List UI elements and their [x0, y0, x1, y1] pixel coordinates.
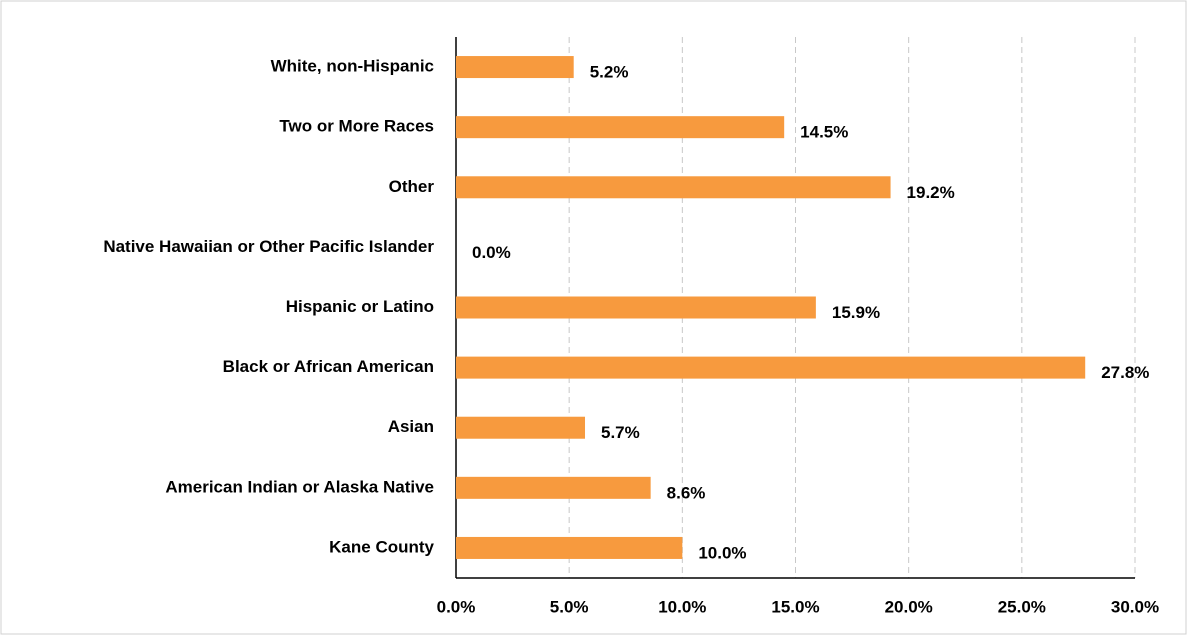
y-tick-label: Native Hawaiian or Other Pacific Islande…: [103, 237, 434, 256]
bar: [456, 56, 574, 79]
x-tick-label: 15.0%: [771, 597, 819, 616]
bar: [456, 356, 1086, 379]
x-tick-label: 10.0%: [658, 597, 706, 616]
data-label: 15.9%: [832, 303, 880, 322]
bar: [456, 296, 816, 319]
data-label: 10.0%: [698, 543, 746, 562]
data-label: 5.7%: [601, 423, 640, 442]
y-tick-label: Other: [389, 177, 435, 196]
data-label: 0.0%: [472, 243, 511, 262]
y-tick-label: Asian: [388, 417, 434, 436]
y-tick-label: American Indian or Alaska Native: [165, 477, 434, 496]
bar: [456, 416, 586, 439]
bar: [456, 476, 651, 499]
y-tick-label: White, non-Hispanic: [271, 57, 434, 76]
y-tick-label: Kane County: [329, 537, 434, 556]
data-label: 27.8%: [1101, 363, 1149, 382]
data-label: 14.5%: [800, 123, 848, 142]
data-label: 19.2%: [907, 183, 955, 202]
x-tick-label: 20.0%: [885, 597, 933, 616]
x-tick-label: 5.0%: [550, 597, 589, 616]
x-tick-label: 30.0%: [1111, 597, 1159, 616]
x-tick-label: 25.0%: [998, 597, 1046, 616]
y-tick-label: Two or More Races: [279, 117, 434, 136]
bar: [456, 116, 785, 139]
bar: [456, 536, 683, 559]
bar: [456, 176, 891, 199]
x-tick-label: 0.0%: [437, 597, 476, 616]
data-label: 8.6%: [667, 483, 706, 502]
y-tick-label: Hispanic or Latino: [286, 297, 434, 316]
data-label: 5.2%: [590, 63, 629, 82]
y-tick-label: Black or African American: [223, 357, 434, 376]
